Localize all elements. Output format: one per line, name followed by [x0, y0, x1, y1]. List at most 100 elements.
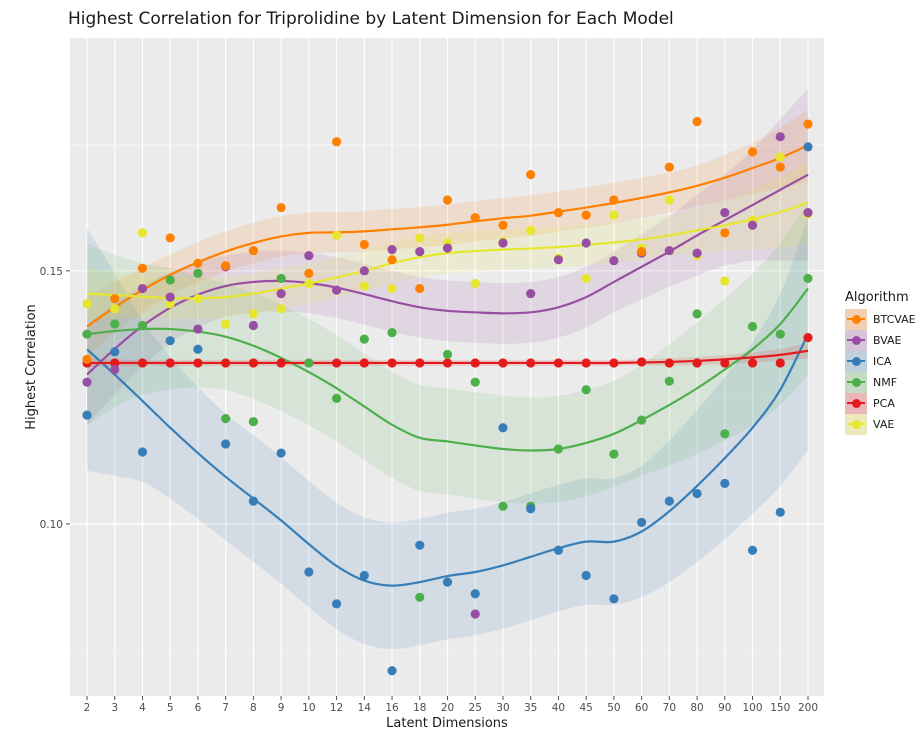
- data-point-ica: [82, 410, 92, 420]
- data-point-btcvae: [110, 294, 120, 304]
- x-tick-label: 40: [552, 702, 565, 714]
- data-point-nmf: [581, 385, 591, 395]
- x-tick-label: 50: [607, 702, 620, 714]
- data-point-vae: [775, 152, 785, 162]
- data-point-pca: [331, 358, 342, 368]
- data-point-bvae: [248, 320, 258, 331]
- data-point-btcvae: [692, 116, 702, 127]
- x-tick-label: 5: [167, 702, 174, 714]
- data-point-vae: [82, 299, 92, 309]
- data-point-bvae: [803, 208, 813, 218]
- data-point-vae: [415, 233, 425, 243]
- data-point-pca: [110, 358, 120, 368]
- data-point-btcvae: [470, 213, 480, 223]
- data-point-pca: [415, 358, 425, 368]
- legend-key-dot: [852, 336, 861, 345]
- legend-key-dot: [852, 357, 861, 366]
- data-point-bvae: [359, 266, 369, 276]
- data-point-bvae: [137, 283, 148, 294]
- data-point-btcvae: [276, 202, 286, 213]
- data-point-vae: [165, 299, 175, 309]
- data-point-pca: [526, 358, 536, 368]
- legend-label: BTCVAE: [873, 313, 916, 326]
- chart-title: Highest Correlation for Triprolidine by …: [68, 9, 674, 29]
- data-point-pca: [248, 358, 258, 368]
- data-point-pca: [193, 358, 203, 368]
- legend-item-btcvae: BTCVAE: [845, 309, 916, 330]
- data-point-ica: [331, 599, 342, 609]
- y-tick-label: 0.15: [40, 266, 63, 278]
- x-tick-label: 7: [222, 702, 229, 714]
- data-point-bvae: [664, 245, 674, 256]
- data-point-btcvae: [387, 255, 397, 265]
- legend-key-dot: [852, 420, 861, 429]
- legend-key: [845, 414, 867, 435]
- data-point-pca: [442, 358, 453, 368]
- data-point-nmf: [82, 329, 92, 339]
- data-point-btcvae: [553, 208, 564, 218]
- data-point-vae: [221, 319, 231, 329]
- data-point-pca: [637, 357, 647, 367]
- data-point-ica: [137, 447, 148, 457]
- x-tick-label: 60: [635, 702, 648, 714]
- data-point-bvae: [110, 364, 120, 375]
- data-point-ica: [498, 423, 508, 433]
- data-point-nmf: [609, 449, 619, 459]
- legend-key: [845, 372, 867, 393]
- data-point-ica: [664, 496, 674, 506]
- confidence-band-pca: [87, 343, 808, 367]
- legend-label: ICA: [873, 355, 892, 368]
- legend-title: Algorithm: [845, 290, 909, 305]
- data-point-vae: [137, 228, 148, 238]
- data-point-nmf: [692, 309, 702, 319]
- data-point-ica: [720, 478, 730, 489]
- data-point-nmf: [442, 349, 453, 359]
- data-point-nmf: [664, 376, 674, 386]
- legend-key: [845, 393, 867, 414]
- data-point-ica: [276, 448, 286, 458]
- data-point-nmf: [415, 592, 425, 602]
- smooth-line-bvae: [86, 173, 809, 376]
- legend-key-dot: [852, 378, 861, 387]
- legend: Algorithm BTCVAE BVAE ICA NMF PCA VAE: [845, 290, 916, 435]
- data-point-ica: [775, 507, 785, 517]
- data-point-bvae: [720, 208, 730, 218]
- x-axis-title: Latent Dimensions: [386, 716, 508, 731]
- data-point-nmf: [193, 268, 203, 278]
- data-point-btcvae: [720, 228, 730, 238]
- data-point-ica: [359, 570, 369, 581]
- x-tick-label: 30: [496, 702, 509, 714]
- data-point-bvae: [526, 289, 536, 299]
- data-point-vae: [331, 230, 342, 240]
- data-point-ica: [803, 142, 813, 152]
- data-point-nmf: [470, 377, 480, 387]
- data-point-btcvae: [775, 162, 785, 172]
- data-point-ica: [442, 577, 453, 587]
- y-tick-label: 0.10: [40, 519, 63, 531]
- data-point-ica: [581, 570, 591, 581]
- data-point-pca: [747, 358, 758, 368]
- data-point-nmf: [387, 327, 397, 338]
- data-point-nmf: [165, 275, 175, 285]
- data-point-ica: [692, 488, 702, 499]
- data-point-ica: [747, 545, 758, 555]
- data-point-pca: [609, 358, 619, 368]
- axes: 0.100.152 3 4 5 6 7 8 9 10 12 14 16 18 20 25 30 35 40 45 50…: [40, 266, 818, 714]
- data-point-bvae: [747, 220, 758, 230]
- legend-label: BVAE: [873, 334, 902, 347]
- x-tick-label: 20: [441, 702, 454, 714]
- data-point-bvae: [498, 238, 508, 248]
- data-point-pca: [276, 358, 286, 368]
- data-point-ica: [221, 439, 231, 449]
- data-point-bvae: [387, 244, 397, 255]
- data-point-ica: [387, 666, 397, 676]
- data-point-btcvae: [359, 239, 369, 250]
- confidence-band-bvae: [87, 88, 808, 426]
- data-point-btcvae: [331, 137, 342, 147]
- data-point-btcvae: [442, 195, 453, 205]
- data-point-bvae: [304, 251, 314, 261]
- data-point-btcvae: [747, 147, 758, 157]
- data-point-nmf: [331, 393, 342, 403]
- x-tick-label: 6: [195, 702, 202, 714]
